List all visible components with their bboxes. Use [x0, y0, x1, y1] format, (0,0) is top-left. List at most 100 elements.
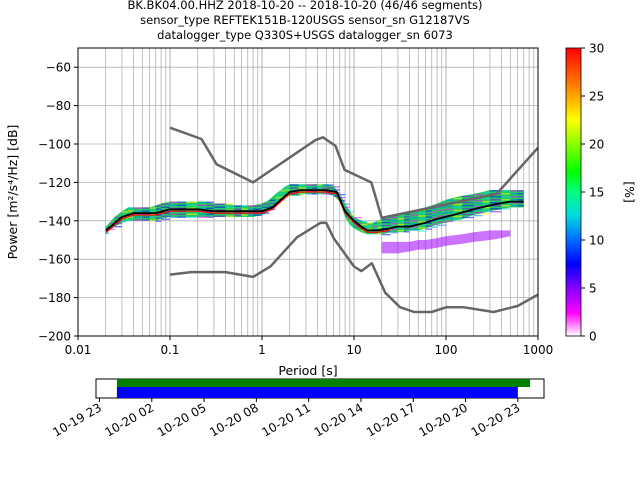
- density-cell: [142, 219, 150, 221]
- density-cell: [390, 219, 398, 222]
- density-cell: [510, 196, 518, 198]
- y-tick-label: −80: [46, 99, 71, 113]
- density-cell: [381, 218, 391, 221]
- density-cell: [197, 207, 207, 209]
- density-cell: [377, 226, 382, 229]
- density-cell: [339, 199, 346, 202]
- density-cell: [241, 214, 248, 216]
- density-cell: [253, 211, 262, 213]
- density-cell: [377, 220, 382, 223]
- density-cell: [206, 201, 214, 203]
- mean-line: [105, 191, 390, 233]
- density-cell: [247, 208, 254, 210]
- y-axis-label: Power [m²/s⁴/Hz] [dB]: [5, 125, 20, 260]
- density-cell: [397, 221, 405, 223]
- density-cell: [510, 202, 518, 204]
- density-cell: [339, 193, 346, 196]
- density-cell: [489, 196, 502, 198]
- density-cell: [431, 214, 438, 216]
- density-cell: [390, 228, 398, 231]
- x-tick-label: 0.01: [65, 343, 92, 357]
- density-cell: [234, 208, 242, 210]
- density-cell: [501, 196, 511, 198]
- density-cell: [431, 211, 438, 213]
- x-tick-label: 1: [258, 343, 266, 357]
- colorbar: [565, 47, 582, 337]
- density-cell: [128, 207, 134, 209]
- noise-model-low: [169, 221, 538, 314]
- chart-title-line-1: BK.BK04.00.HHZ 2018-10-20 -- 2018-10-20 …: [127, 0, 483, 12]
- density-cell: [418, 218, 426, 220]
- density-cell: [149, 219, 156, 221]
- mode-line: [105, 189, 524, 232]
- density-cell: [510, 199, 518, 201]
- density-cell: [473, 208, 483, 211]
- x-tick-label: 100: [435, 343, 458, 357]
- density-cell: [354, 225, 362, 228]
- density-cell: [397, 227, 405, 229]
- density-cell: [431, 226, 438, 228]
- density-cell: [418, 230, 426, 232]
- timeline-bar-segments: [116, 387, 518, 398]
- timeline-tick-label: 10-20 14: [312, 400, 366, 439]
- density-cell: [517, 193, 524, 195]
- density-cell: [275, 193, 281, 196]
- density-cell: [482, 192, 490, 194]
- density-cell: [345, 203, 350, 205]
- density-cell: [377, 232, 382, 235]
- density-cell: [262, 203, 270, 205]
- y-tick-label: −140: [38, 214, 71, 228]
- density-cell: [317, 193, 323, 195]
- density-cell: [241, 211, 248, 213]
- noise-models: [169, 126, 538, 314]
- density-cell: [517, 202, 524, 204]
- density-cell: [114, 222, 122, 225]
- density-cell: [206, 216, 214, 218]
- density-cell: [161, 212, 170, 214]
- density-cell: [404, 228, 410, 230]
- density-cell: [225, 206, 235, 208]
- timeline-bar-data: [116, 379, 531, 387]
- density-cell: [213, 206, 226, 208]
- x-tick-label: 10: [346, 343, 361, 357]
- density-cell: [367, 225, 373, 228]
- density-cell: [517, 190, 524, 192]
- density-cell: [349, 211, 354, 213]
- density-cell: [186, 207, 198, 209]
- density-cell: [482, 207, 490, 209]
- density-cell: [253, 208, 262, 210]
- density-cell: [425, 216, 432, 218]
- density-cell: [177, 201, 187, 203]
- density-cell: [161, 215, 170, 217]
- density-cell: [305, 190, 313, 192]
- density-cell: [397, 215, 405, 217]
- density-cell: [289, 184, 299, 186]
- density-cell: [155, 217, 162, 219]
- density-cell: [446, 208, 454, 211]
- density-cell: [431, 217, 438, 219]
- density-cell: [186, 213, 198, 215]
- density-cell: [418, 221, 426, 223]
- density-cell: [197, 204, 207, 206]
- density-cell: [186, 201, 198, 203]
- density-cell: [269, 202, 276, 205]
- density-cell: [312, 190, 318, 192]
- density-cell: [510, 205, 518, 207]
- density-cell: [462, 216, 474, 219]
- y-tick-label: −100: [38, 138, 71, 152]
- density-cell: [517, 205, 524, 207]
- density-cell: [437, 218, 446, 220]
- density-cell: [289, 187, 299, 189]
- density-cell: [285, 189, 290, 191]
- density-cell: [312, 184, 318, 186]
- density-cell: [446, 211, 454, 214]
- timeline-tick-label: 10-20 02: [103, 400, 157, 439]
- density-cell: [473, 211, 483, 214]
- density-cell: [418, 212, 426, 214]
- density-cell: [425, 210, 432, 212]
- density-cell: [425, 219, 432, 221]
- density-cell: [446, 205, 454, 208]
- density-cell: [510, 193, 518, 195]
- x-axis-label: Period [s]: [278, 363, 337, 378]
